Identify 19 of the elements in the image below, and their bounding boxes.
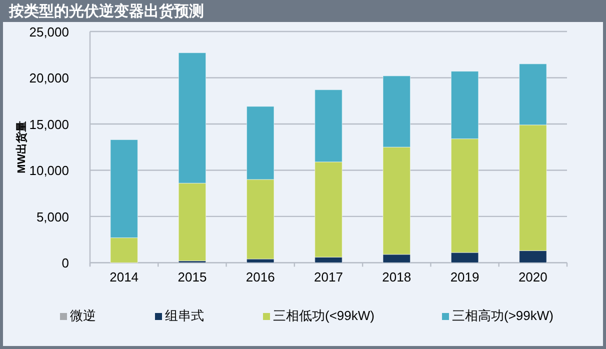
legend-label: 三相低功(<99kW): [273, 308, 374, 323]
y-tick-label: 20,000: [29, 70, 69, 86]
y-axis-title: MW出货量: [15, 120, 28, 174]
y-tick-label: 25,000: [29, 24, 69, 40]
chart-title: 按类型的光伏逆变器出货预测: [8, 2, 204, 20]
y-tick-label: 0: [62, 256, 69, 271]
legend-label: 三相高功(>99kW): [452, 308, 554, 323]
y-tick-label: 10,000: [29, 163, 69, 178]
x-tick-label: 2017: [314, 270, 343, 285]
legend-label: 组串式: [165, 308, 204, 323]
legend-label: 微逆: [70, 308, 96, 323]
y-tick-label: 5,000: [36, 209, 69, 224]
x-tick-label: 2014: [110, 270, 139, 285]
x-tick-label: 2016: [246, 270, 275, 285]
x-tick-label: 2015: [178, 270, 207, 285]
y-tick-label: 15,000: [29, 116, 69, 132]
x-tick-label: 2020: [518, 270, 548, 285]
x-tick-label: 2018: [382, 270, 412, 285]
x-tick-label: 2019: [450, 270, 480, 285]
